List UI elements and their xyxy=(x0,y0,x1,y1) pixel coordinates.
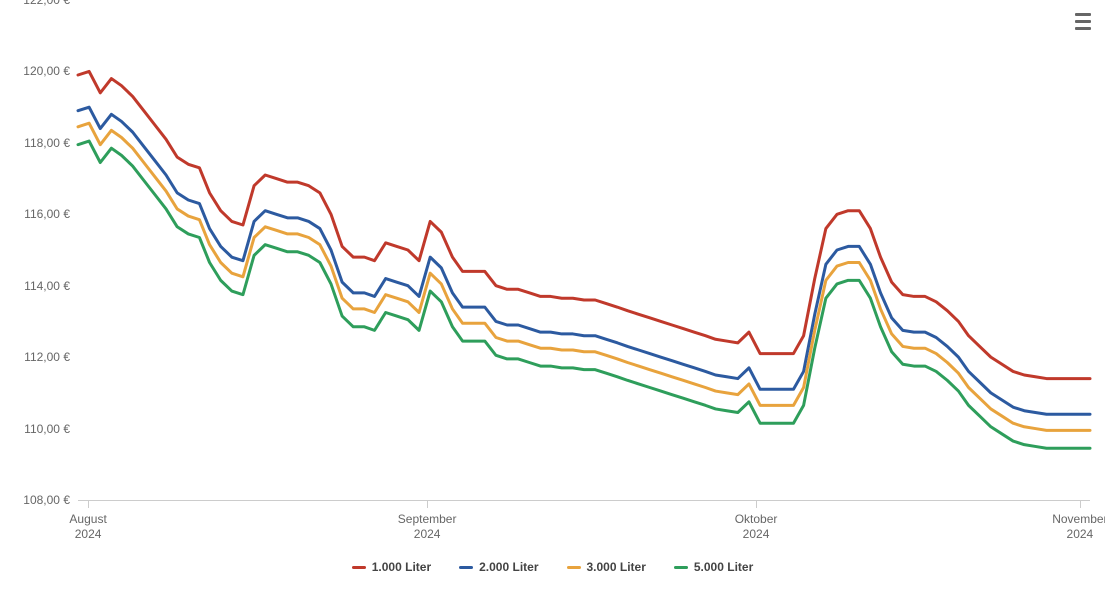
legend-item[interactable]: 5.000 Liter xyxy=(674,560,753,574)
y-tick-label: 118,00 € xyxy=(0,136,70,150)
x-axis-line xyxy=(78,500,1090,501)
legend-swatch xyxy=(459,566,473,569)
y-tick-label: 108,00 € xyxy=(0,493,70,507)
legend-swatch xyxy=(674,566,688,569)
series-line[interactable] xyxy=(78,141,1090,448)
chart-legend: 1.000 Liter 2.000 Liter 3.000 Liter 5.000 L… xyxy=(0,560,1105,574)
chart-lines-svg xyxy=(78,0,1090,500)
y-tick-label: 110,00 € xyxy=(0,422,70,436)
x-tick xyxy=(88,500,89,508)
legend-item[interactable]: 2.000 Liter xyxy=(459,560,538,574)
x-tick xyxy=(756,500,757,508)
x-tick-label: September2024 xyxy=(398,512,457,542)
legend-swatch xyxy=(352,566,366,569)
y-tick-label: 116,00 € xyxy=(0,207,70,221)
chart-container: 108,00 € 110,00 € 112,00 € 114,00 € 116,00 €… xyxy=(0,0,1105,603)
x-tick-label: November2024 xyxy=(1052,512,1105,542)
legend-label: 5.000 Liter xyxy=(694,560,753,574)
series-line[interactable] xyxy=(78,71,1090,378)
legend-item[interactable]: 3.000 Liter xyxy=(567,560,646,574)
x-tick xyxy=(1080,500,1081,508)
x-tick xyxy=(427,500,428,508)
x-tick-label: Oktober2024 xyxy=(735,512,778,542)
legend-label: 1.000 Liter xyxy=(372,560,431,574)
y-tick-label: 112,00 € xyxy=(0,350,70,364)
y-tick-label: 114,00 € xyxy=(0,279,70,293)
x-tick-label: August2024 xyxy=(69,512,106,542)
series-line[interactable] xyxy=(78,123,1090,430)
y-tick-label: 120,00 € xyxy=(0,64,70,78)
legend-label: 2.000 Liter xyxy=(479,560,538,574)
plot-area xyxy=(78,0,1090,500)
legend-label: 3.000 Liter xyxy=(587,560,646,574)
y-tick-label: 122,00 € xyxy=(0,0,70,7)
legend-swatch xyxy=(567,566,581,569)
legend-item[interactable]: 1.000 Liter xyxy=(352,560,431,574)
